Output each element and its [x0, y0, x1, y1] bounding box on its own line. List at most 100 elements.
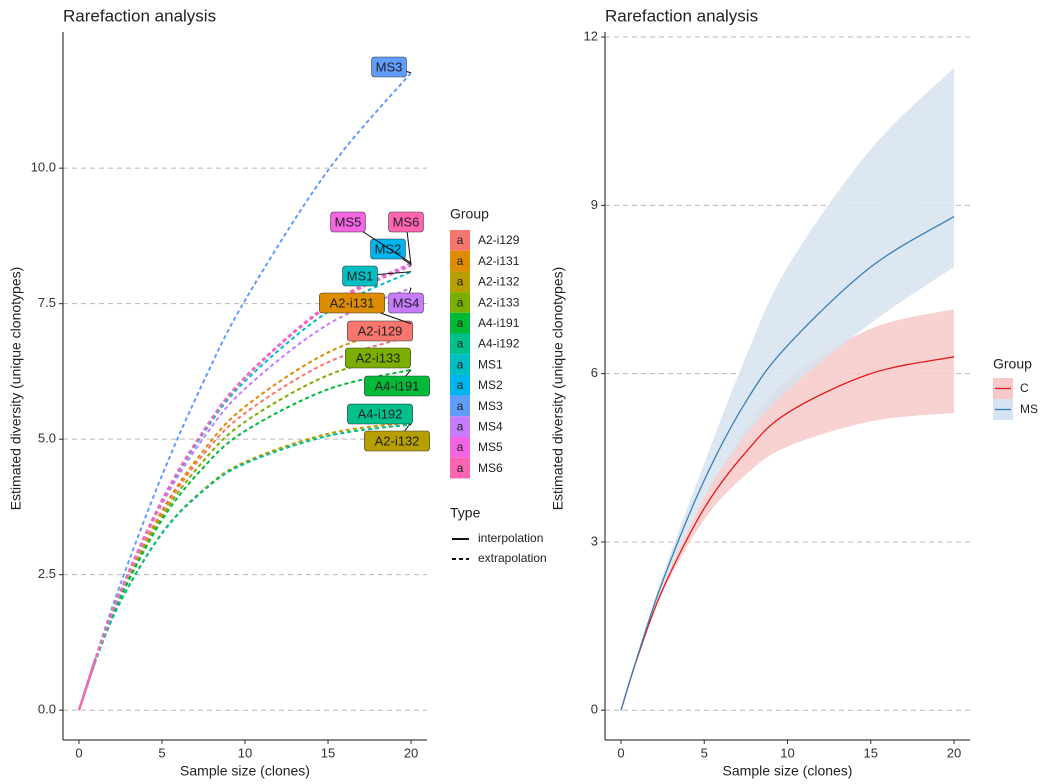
label-box: [319, 292, 385, 314]
legend-label: A4-i191: [478, 316, 520, 330]
chart-title: Rarefaction analysis: [605, 6, 758, 25]
x-tick-label: 0: [617, 745, 624, 760]
mean-line: [620, 215, 955, 711]
legend-label: C: [1020, 381, 1029, 395]
x-axis-title: Sample size (clones): [180, 763, 310, 779]
x-tick-label: 10: [238, 745, 252, 760]
legend-label: A2-i132: [478, 275, 520, 289]
legend-label: extrapolation: [478, 551, 547, 565]
legend-key: [450, 271, 470, 293]
legend-glyph: a: [457, 295, 464, 309]
legend-glyph: a: [457, 254, 464, 268]
legend-label: MS1: [478, 357, 503, 371]
label-box: [345, 347, 411, 369]
end-label: A4-i192: [358, 406, 403, 421]
label-box: [330, 211, 366, 233]
legend-label: MS6: [478, 461, 503, 475]
end-label: A2-i131: [330, 295, 375, 310]
legend-key: [450, 230, 470, 251]
end-label: A2-i133: [356, 350, 401, 365]
legend-label: A4-i192: [478, 337, 520, 351]
label-box: [347, 320, 413, 342]
legend-glyph: a: [457, 399, 464, 413]
legend-label: A2-i131: [478, 254, 520, 268]
legend-label: MS4: [478, 419, 503, 433]
x-tick-label: 0: [75, 745, 82, 760]
y-tick-label: 2.5: [38, 566, 56, 581]
label-box: [342, 265, 378, 287]
y-tick-label: 5.0: [38, 431, 56, 446]
x-tick-label: 20: [404, 745, 418, 760]
legend-glyph: a: [457, 461, 464, 475]
chart-title: Rarefaction analysis: [63, 6, 216, 25]
end-label: MS6: [393, 214, 420, 229]
end-label: MS4: [393, 295, 420, 310]
curve-extrapolation: [77, 421, 412, 711]
y-tick-label: 6: [591, 365, 598, 380]
legend-title: Type: [450, 505, 481, 521]
end-label: A2-i129: [358, 323, 403, 338]
legend-label: A2-i133: [478, 295, 520, 309]
legend-key: [450, 395, 470, 417]
legend-glyph: a: [457, 357, 464, 371]
y-tick-label: 9: [591, 197, 598, 212]
legend-glyph: a: [457, 419, 464, 433]
label-box: [347, 403, 413, 425]
curve-extrapolation: [77, 368, 412, 711]
curve-extrapolation: [77, 72, 412, 711]
legend-key: [450, 374, 470, 396]
legend-label: MS5: [478, 440, 503, 454]
curve-extrapolation: [77, 335, 412, 711]
x-tick-label: 20: [947, 745, 961, 760]
y-tick-label: 7.5: [38, 295, 56, 310]
legend-key: [450, 416, 470, 437]
end-label: MS3: [376, 59, 403, 74]
legend-title: Group: [450, 206, 489, 222]
label-box: [388, 211, 424, 233]
legend-glyph: a: [457, 233, 464, 247]
legend-glyph: a: [457, 440, 464, 454]
end-label: A2-i132: [375, 433, 420, 448]
legend-label: MS: [1020, 402, 1038, 416]
label-box: [371, 56, 407, 78]
legend-glyph: a: [457, 275, 464, 289]
legend-glyph: a: [457, 337, 464, 351]
legend-key: [450, 312, 470, 334]
legend-key: [450, 250, 470, 272]
x-tick-label: 5: [158, 745, 165, 760]
legend-title: Group: [993, 356, 1032, 372]
x-tick-label: 10: [780, 745, 794, 760]
legend-label: MS3: [478, 399, 503, 413]
end-label: A4-i191: [375, 378, 420, 393]
legend-label: interpolation: [478, 531, 543, 545]
curve-extrapolation: [77, 322, 412, 711]
y-axis-title: Estimated diversity (unique clonotypes): [8, 267, 24, 511]
y-tick-label: 0.0: [38, 702, 56, 717]
legend-label: A2-i129: [478, 233, 520, 247]
label-box: [388, 292, 424, 314]
x-tick-label: 5: [701, 745, 708, 760]
curve-extrapolation: [77, 264, 412, 711]
curve-interpolation: [77, 658, 97, 711]
legend-label: MS2: [478, 378, 503, 392]
legend-glyph: a: [457, 378, 464, 392]
label-box: [364, 375, 430, 397]
end-label: MS1: [347, 268, 374, 283]
y-axis-title: Estimated diversity (unique clonotypes): [550, 267, 566, 511]
curve-extrapolation: [77, 423, 412, 711]
x-tick-label: 15: [864, 745, 878, 760]
ribbon: [620, 309, 955, 711]
legend-key: [450, 354, 470, 375]
legend-key: [450, 292, 470, 313]
legend-glyph: a: [457, 316, 464, 330]
y-tick-label: 12: [584, 28, 598, 43]
label-box: [364, 430, 430, 452]
legend-key: [450, 333, 470, 355]
y-tick-label: 0: [591, 702, 598, 717]
end-label: MS5: [335, 214, 362, 229]
ribbon: [620, 67, 955, 711]
x-tick-label: 15: [321, 745, 335, 760]
legend-key: [450, 457, 470, 479]
y-tick-label: 3: [591, 533, 598, 548]
